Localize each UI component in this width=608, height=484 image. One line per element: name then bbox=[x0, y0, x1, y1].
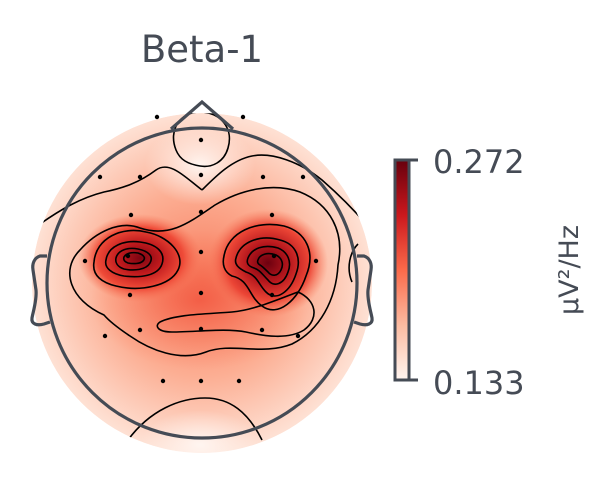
sensor-markers bbox=[82, 114, 319, 384]
head-outline bbox=[30, 99, 374, 440]
nose-outline bbox=[169, 99, 235, 131]
chart-title: Beta-1 bbox=[141, 28, 263, 71]
colorbar-gradient bbox=[393, 158, 411, 382]
topomap-field bbox=[32, 113, 372, 453]
colorbar-unit-label: µV²/Hz bbox=[554, 225, 585, 315]
colorbar-min-label: 0.133 bbox=[433, 364, 525, 402]
right-ear-outline bbox=[353, 254, 374, 327]
peak-left-central bbox=[78, 214, 202, 302]
left-ear-outline bbox=[30, 254, 51, 327]
contour-lines bbox=[39, 113, 367, 441]
peak-right-central bbox=[208, 209, 328, 317]
colorbar: 0.272 0.133 µV²/Hz bbox=[393, 143, 585, 402]
colorbar-max-label: 0.272 bbox=[433, 143, 525, 181]
